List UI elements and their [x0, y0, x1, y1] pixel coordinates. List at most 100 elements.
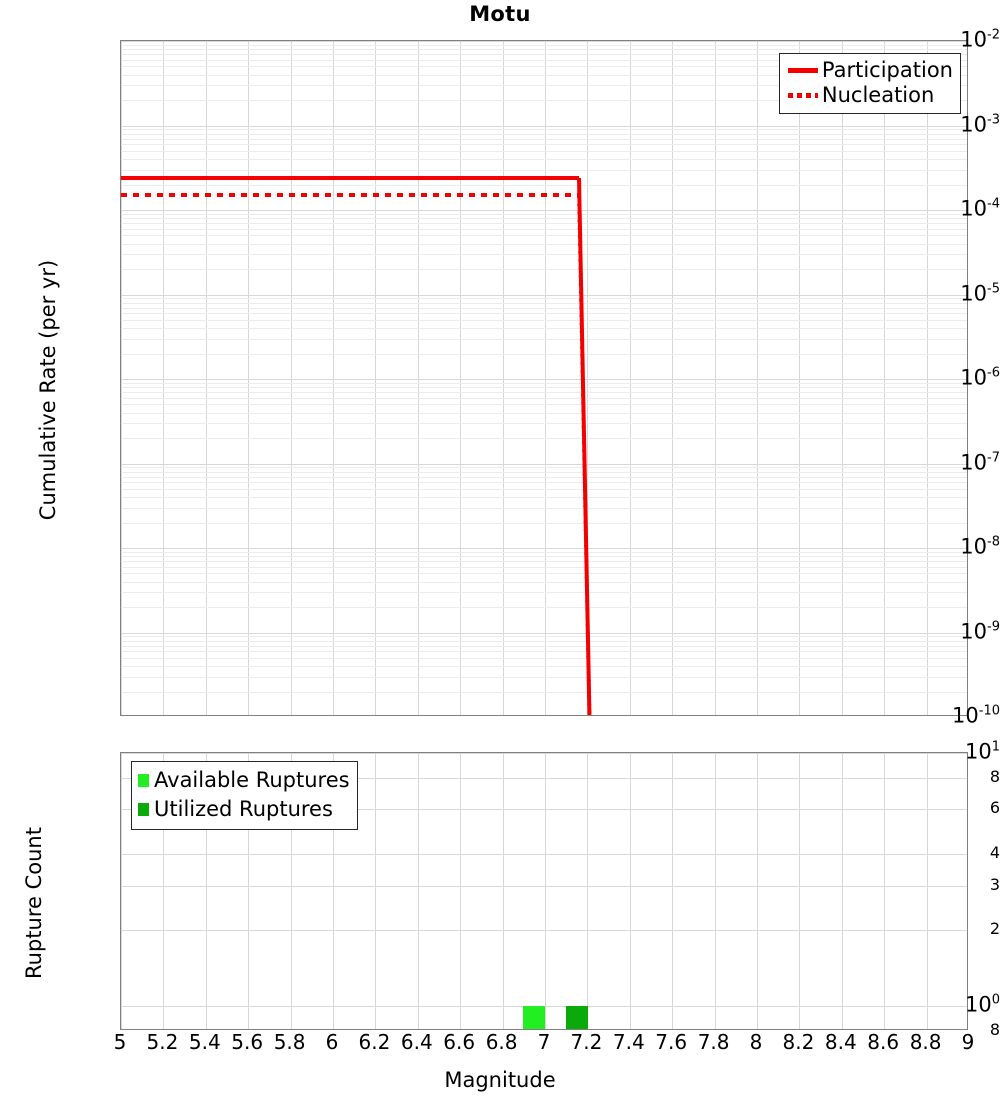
y-tick-label: 4	[989, 842, 1000, 862]
gridline-minor	[121, 592, 967, 593]
gridline-minor	[121, 413, 967, 414]
legend-item-available-ruptures[interactable]: Available Ruptures	[138, 766, 350, 795]
gridline-vertical	[163, 753, 165, 1029]
gridline-minor	[121, 129, 967, 130]
gridline-major	[121, 126, 967, 127]
bar-available-ruptures	[523, 1006, 546, 1029]
x-tick-label: 6.6	[443, 1030, 476, 1054]
gridline-minor	[121, 398, 967, 399]
gridline-vertical	[757, 41, 758, 715]
x-tick-label: 8.8	[909, 1030, 942, 1054]
gridline-vertical	[841, 753, 843, 1029]
y-tick-label: 8	[989, 766, 1000, 786]
gridline-minor	[121, 392, 967, 393]
gridline-minor	[121, 85, 967, 86]
legend-label-available-ruptures: Available Ruptures	[154, 768, 350, 792]
x-tick-label: 7	[537, 1030, 551, 1054]
gridline-minor	[121, 320, 967, 321]
x-tick-label: 5.4	[188, 1030, 221, 1054]
gridline-vertical	[121, 41, 122, 715]
gridline-minor	[121, 308, 967, 309]
gridline-minor	[121, 658, 967, 659]
gridline-minor	[121, 60, 967, 61]
gridline-minor	[121, 472, 967, 473]
gridline-vertical	[248, 753, 250, 1029]
gridline-vertical	[375, 41, 377, 715]
y-tick-label: 10-6	[960, 365, 1000, 390]
gridline-major	[121, 295, 967, 296]
gridline-minor	[121, 582, 967, 583]
gridline-minor	[121, 666, 967, 667]
gridline-vertical	[375, 753, 377, 1029]
gridline-major	[121, 633, 967, 634]
gridline-major	[121, 930, 967, 931]
gridline-vertical	[333, 753, 334, 1029]
gridline-vertical	[290, 753, 292, 1029]
x-tick-label: 8.2	[782, 1030, 815, 1054]
green-swatch	[138, 774, 150, 787]
gridline-vertical	[502, 41, 504, 715]
gridline-minor	[121, 567, 967, 568]
legend-item-nucleation[interactable]: Nucleation	[786, 83, 953, 108]
gridline-vertical	[926, 41, 928, 715]
gridline-minor	[121, 144, 967, 145]
legend-item-utilized-ruptures[interactable]: Utilized Ruptures	[138, 795, 350, 824]
gridline-minor	[121, 497, 967, 498]
gridline-minor	[121, 185, 967, 186]
x-tick-label: 6.4	[400, 1030, 433, 1054]
cumulative-rate-plot-area: Participation Nucleation	[120, 40, 968, 716]
gridline-vertical	[884, 41, 886, 715]
gridline-major	[121, 379, 967, 380]
gridline-minor	[121, 214, 967, 215]
gridline-vertical	[417, 41, 419, 715]
y-tick-label: 10-2	[960, 27, 1000, 52]
y-axis-label-cumulative-rate: Cumulative Rate (per yr)	[36, 259, 60, 521]
gridline-minor	[121, 552, 967, 553]
gridline-vertical	[714, 41, 716, 715]
gridline-vertical	[799, 753, 801, 1029]
gridline-vertical	[587, 753, 589, 1029]
y-tick-label: 101	[964, 739, 1000, 764]
legend-label-nucleation: Nucleation	[821, 83, 935, 107]
x-tick-label: 8	[749, 1030, 763, 1054]
gridline-minor	[121, 254, 967, 255]
gridline-minor	[121, 387, 967, 388]
gridline-minor	[121, 75, 967, 76]
x-tick-label: 7.2	[570, 1030, 603, 1054]
gridline-minor	[121, 159, 967, 160]
gridline-minor	[121, 573, 967, 574]
legend-label-participation: Participation	[821, 58, 953, 82]
y-tick-label: 3	[989, 874, 1000, 894]
gridline-vertical	[205, 41, 207, 715]
gridline-minor	[121, 269, 967, 270]
gridline-vertical	[460, 753, 462, 1029]
gridline-minor	[121, 170, 967, 171]
x-tick-label: 5.6	[231, 1030, 264, 1054]
gridline-minor	[121, 66, 967, 67]
y-tick-label: 100	[964, 992, 1000, 1017]
gridline-major	[121, 809, 967, 810]
x-tick-label: 7.8	[697, 1030, 730, 1054]
bar-utilized-ruptures	[565, 1006, 588, 1029]
page-title: Motu	[469, 2, 531, 26]
y-tick-label: 10-8	[960, 534, 1000, 559]
gridline-minor	[121, 151, 967, 152]
series-nucleation-plateau	[121, 193, 579, 198]
gridline-vertical	[714, 753, 716, 1029]
gridline-minor	[121, 467, 967, 468]
gridline-vertical	[926, 753, 928, 1029]
gridline-minor	[121, 244, 967, 245]
gridline-vertical	[248, 41, 250, 715]
gridline-minor	[121, 677, 967, 678]
rupture-count-plot-area: Available Ruptures Utilized Ruptures	[120, 752, 968, 1030]
gridline-minor	[121, 641, 967, 642]
gridline-vertical	[672, 753, 674, 1029]
solid-line-key	[786, 68, 820, 73]
gridline-vertical	[841, 41, 843, 715]
legend-item-participation[interactable]: Participation	[786, 58, 953, 83]
gridline-minor	[121, 477, 967, 478]
dotted-line-key	[786, 93, 820, 98]
gridline-vertical	[502, 753, 504, 1029]
gridline-minor	[121, 692, 967, 693]
gridline-major	[121, 778, 967, 779]
